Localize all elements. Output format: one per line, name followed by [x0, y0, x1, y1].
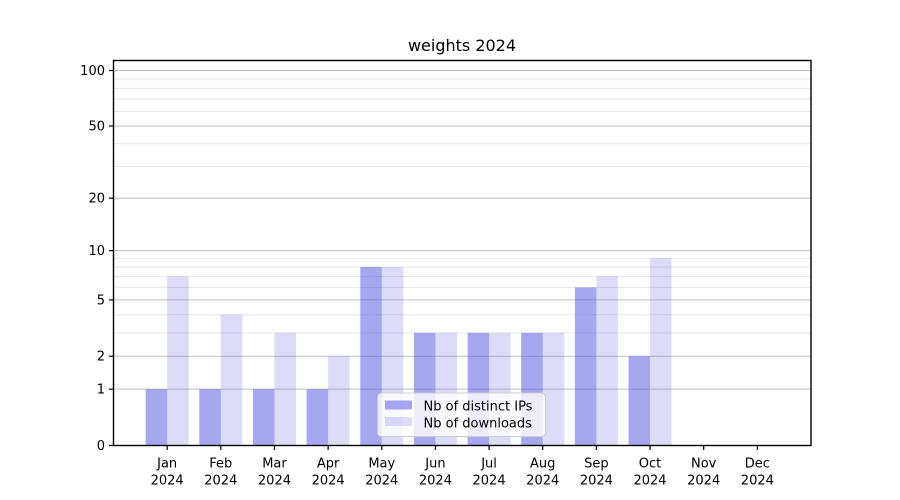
- bar-distinct-ips: [574, 287, 597, 446]
- x-tick-label-year: 2024: [204, 474, 237, 489]
- legend-box: [377, 392, 546, 437]
- y-tick-label: 2: [97, 350, 105, 365]
- x-tick-label-year: 2024: [365, 474, 398, 489]
- bar-distinct-ips: [252, 389, 275, 446]
- x-tick-label-year: 2024: [312, 474, 345, 489]
- bar-downloads: [596, 276, 618, 446]
- x-tick-label-month: Jan: [156, 457, 177, 472]
- x-tick-label-year: 2024: [633, 474, 666, 489]
- y-tick-label: 20: [88, 192, 105, 207]
- axes-border: [112, 59, 812, 447]
- x-tick-label-month: Oct: [639, 457, 661, 472]
- y-tick-label: 10: [88, 244, 105, 259]
- major-gridlines: [113, 70, 811, 390]
- x-tick-label-month: Mar: [262, 457, 287, 472]
- bar-distinct-ips: [145, 389, 168, 446]
- x-tick-label-month: Dec: [745, 457, 770, 472]
- x-axis: Jan 2024 Feb 2024 Mar 2024 Apr 2024 May 2024 Jun 20…: [151, 445, 774, 489]
- y-tick-label: 0: [97, 439, 105, 454]
- x-tick-label-month: Feb: [209, 457, 232, 472]
- x-tick-label-month: Aug: [530, 457, 555, 472]
- x-tick-label-year: 2024: [687, 474, 720, 489]
- bar-distinct-ips: [306, 389, 329, 446]
- y-tick-label: 100: [80, 64, 105, 79]
- y-tick-label: 50: [88, 120, 105, 135]
- y-tick-label: 1: [97, 383, 105, 398]
- x-tick-label-month: Jun: [424, 457, 445, 472]
- x-tick-label-month: Apr: [317, 457, 340, 472]
- legend-swatch-distinct-ips: [385, 400, 412, 410]
- legend-label-downloads: Nb of downloads: [424, 416, 533, 431]
- x-tick-label-year: 2024: [473, 474, 506, 489]
- x-tick-label-month: May: [368, 457, 395, 472]
- x-tick-label-year: 2024: [419, 474, 452, 489]
- bar-downloads: [274, 332, 296, 446]
- legend-label-distinct-ips: Nb of distinct IPs: [424, 400, 533, 415]
- x-tick-label-month: Sep: [584, 457, 609, 472]
- x-tick-label-year: 2024: [526, 474, 559, 489]
- bar-distinct-ips: [199, 389, 221, 446]
- bar-distinct-ips: [628, 356, 651, 446]
- legend-swatch-downloads: [385, 417, 412, 426]
- bar-downloads: [167, 276, 189, 446]
- bar-downloads: [542, 332, 565, 446]
- x-tick-label-month: Jul: [480, 457, 497, 472]
- x-tick-label-year: 2024: [741, 474, 774, 489]
- minor-gridlines: [113, 78, 811, 334]
- x-tick-label-month: Nov: [691, 457, 717, 472]
- bar-downloads: [220, 314, 243, 446]
- chart-title: weights 2024: [408, 36, 516, 55]
- bar-downloads: [650, 258, 672, 446]
- plot-area: [113, 60, 811, 446]
- y-axis: 0 1 2 5 10 20 50 100: [80, 64, 114, 454]
- bar-distinct-ips: [360, 266, 382, 446]
- x-tick-label-year: 2024: [580, 474, 613, 489]
- bar-downloads: [328, 356, 350, 446]
- x-tick-label-year: 2024: [151, 474, 184, 489]
- y-tick-label: 5: [97, 293, 105, 308]
- x-tick-label-year: 2024: [258, 474, 291, 489]
